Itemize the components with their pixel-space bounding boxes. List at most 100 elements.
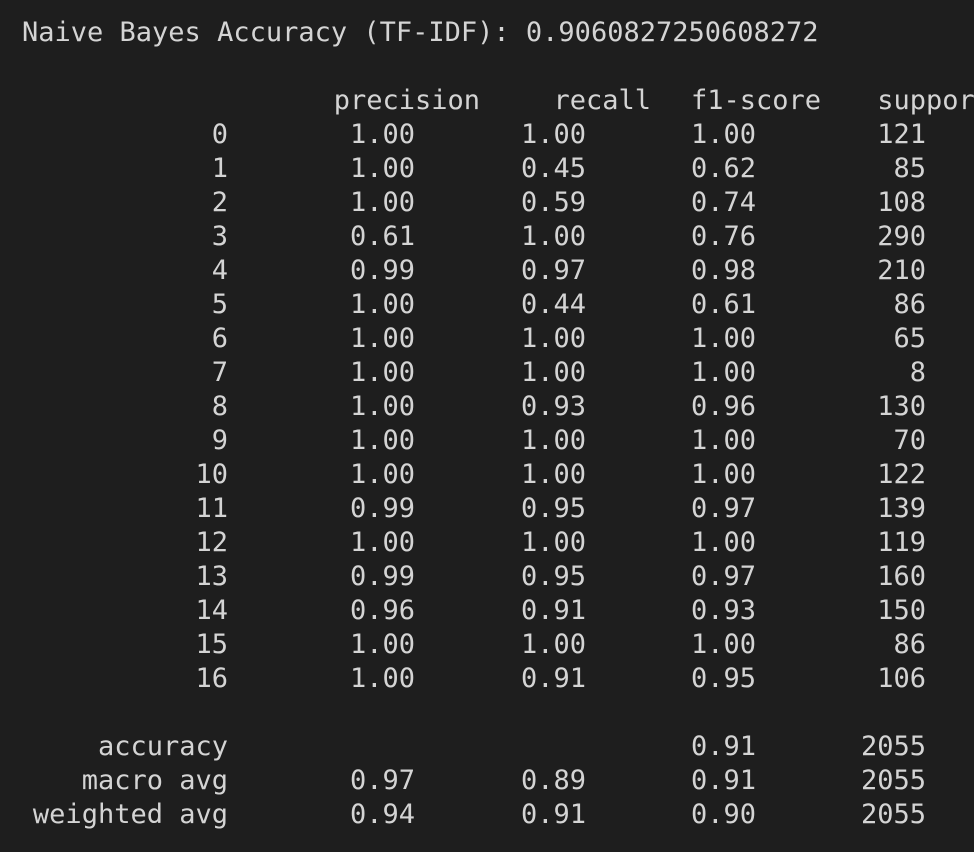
row-support: 139	[877, 493, 926, 524]
row-recall: 0.95	[520, 493, 586, 524]
report-row: macro avg 0.97 0.89 0.91 2055	[22, 764, 974, 798]
row-precision: 1.00	[349, 323, 415, 354]
row-recall: 1.00	[520, 459, 586, 490]
row-precision: 0.99	[349, 561, 415, 592]
row-label: 10	[195, 459, 228, 490]
row-support: 130	[877, 391, 926, 422]
row-label: 5	[211, 289, 228, 320]
report-row: weighted avg 0.94 0.91 0.90 2055	[22, 798, 974, 832]
row-label: 15	[195, 629, 228, 660]
row-label: 0	[211, 119, 228, 150]
report-header-row: precision recall f1-score support	[22, 50, 974, 116]
row-precision: 1.00	[349, 357, 415, 388]
row-support: 65	[893, 323, 926, 354]
header-support: support	[877, 85, 974, 116]
row-precision: 0.61	[349, 221, 415, 252]
row-recall: 1.00	[520, 629, 586, 660]
report-row: 1 1.00 0.45 0.62 85	[22, 152, 974, 186]
row-recall: 1.00	[520, 323, 586, 354]
row-recall: 0.45	[520, 153, 586, 184]
report-row: 10 1.00 1.00 1.00 122	[22, 458, 974, 492]
row-recall: 0.89	[520, 765, 586, 796]
row-label: 7	[211, 357, 228, 388]
report-row: 4 0.99 0.97 0.98 210	[22, 254, 974, 288]
row-recall: 0.44	[520, 289, 586, 320]
report-row: 2 1.00 0.59 0.74 108	[22, 186, 974, 220]
row-recall: 0.97	[520, 255, 586, 286]
row-support: 108	[877, 187, 926, 218]
row-precision: 1.00	[349, 663, 415, 694]
report-row: 5 1.00 0.44 0.61 86	[22, 288, 974, 322]
row-f1-score: 1.00	[690, 629, 756, 660]
row-label: 4	[211, 255, 228, 286]
row-recall: 0.91	[520, 595, 586, 626]
row-f1-score: 0.76	[690, 221, 756, 252]
row-f1-score: 0.61	[690, 289, 756, 320]
row-label: 3	[211, 221, 228, 252]
row-f1-score: 0.74	[690, 187, 756, 218]
row-recall: 0.91	[520, 663, 586, 694]
row-support: 122	[877, 459, 926, 490]
row-precision: 0.97	[349, 765, 415, 796]
row-label: 11	[195, 493, 228, 524]
row-f1-score: 1.00	[690, 323, 756, 354]
row-support: 70	[893, 425, 926, 456]
report-row: 14 0.96 0.91 0.93 150	[22, 594, 974, 628]
row-support: 86	[893, 289, 926, 320]
row-support: 150	[877, 595, 926, 626]
header-f1-score: f1-score	[690, 85, 822, 116]
row-f1-score: 0.90	[690, 799, 756, 830]
row-label: 16	[195, 663, 228, 694]
row-f1-score: 1.00	[690, 119, 756, 150]
row-label: 9	[211, 425, 228, 456]
row-precision: 1.00	[349, 629, 415, 660]
row-support: 290	[877, 221, 926, 252]
report-row: 8 1.00 0.93 0.96 130	[22, 390, 974, 424]
row-f1-score: 0.93	[690, 595, 756, 626]
report-row: 3 0.61 1.00 0.76 290	[22, 220, 974, 254]
row-support: 86	[893, 629, 926, 660]
summary-rows: accuracy 0.91 2055 macro avg 0.97 0.89 0.91 205…	[22, 730, 974, 832]
row-support: 106	[877, 663, 926, 694]
row-support: 2055	[860, 799, 926, 830]
row-support: 121	[877, 119, 926, 150]
row-f1-score: 0.62	[690, 153, 756, 184]
accuracy-line: Naive Bayes Accuracy (TF-IDF): 0.9060827…	[22, 17, 819, 48]
row-precision: 1.00	[349, 289, 415, 320]
report-row: 15 1.00 1.00 1.00 86	[22, 628, 974, 662]
row-label: 13	[195, 561, 228, 592]
row-support: 210	[877, 255, 926, 286]
row-label: macro avg	[81, 765, 228, 796]
row-recall: 0.95	[520, 561, 586, 592]
row-f1-score: 0.97	[690, 561, 756, 592]
report-row: 11 0.99 0.95 0.97 139	[22, 492, 974, 526]
row-precision: 0.96	[349, 595, 415, 626]
row-label: 12	[195, 527, 228, 558]
row-label: 1	[211, 153, 228, 184]
row-f1-score: 0.91	[690, 731, 756, 762]
blank-line	[22, 696, 974, 730]
row-f1-score: 0.97	[690, 493, 756, 524]
row-f1-score: 0.98	[690, 255, 756, 286]
report-row: 12 1.00 1.00 1.00 119	[22, 526, 974, 560]
row-support: 119	[877, 527, 926, 558]
row-f1-score: 1.00	[690, 527, 756, 558]
row-f1-score: 1.00	[690, 357, 756, 388]
row-precision: 1.00	[349, 459, 415, 490]
row-recall: 1.00	[520, 425, 586, 456]
row-f1-score: 0.91	[690, 765, 756, 796]
report-row: accuracy 0.91 2055	[22, 730, 974, 764]
row-f1-score: 0.96	[690, 391, 756, 422]
report-row: 13 0.99 0.95 0.97 160	[22, 560, 974, 594]
report-row: 6 1.00 1.00 1.00 65	[22, 322, 974, 356]
row-support: 160	[877, 561, 926, 592]
report-row: 7 1.00 1.00 1.00 8	[22, 356, 974, 390]
row-recall: 1.00	[520, 119, 586, 150]
row-precision: 1.00	[349, 391, 415, 422]
report-row: 9 1.00 1.00 1.00 70	[22, 424, 974, 458]
row-precision: 1.00	[349, 153, 415, 184]
row-label: accuracy	[97, 731, 228, 762]
row-support: 8	[909, 357, 926, 388]
row-label: 14	[195, 595, 228, 626]
